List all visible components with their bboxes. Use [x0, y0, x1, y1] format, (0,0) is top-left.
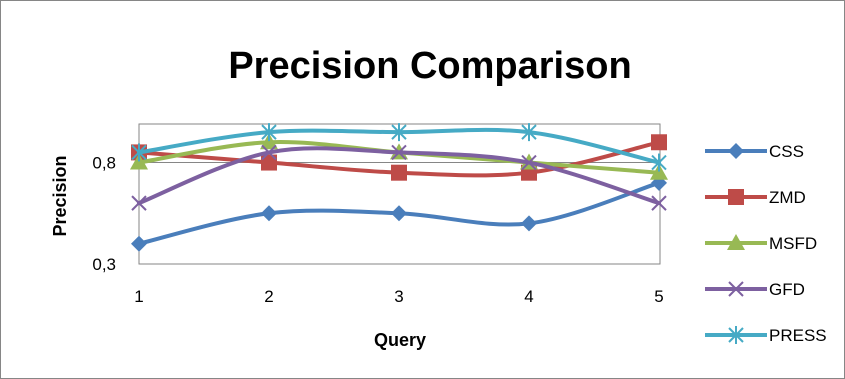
data-point-press [261, 123, 277, 142]
legend-label-css: CSS [769, 142, 804, 161]
x-tick-label: 5 [654, 287, 663, 306]
legend-label-press: PRESS [769, 326, 827, 345]
data-point-css [261, 205, 277, 222]
data-point-press [521, 123, 537, 142]
data-point-press [391, 123, 407, 142]
data-point-gfd [391, 144, 407, 161]
legend-label-msfd: MSFD [769, 234, 817, 253]
data-point-gfd [651, 195, 667, 211]
data-point-gfd-stroke [651, 195, 667, 211]
legend-marker-msfd [727, 234, 745, 250]
data-point-css [131, 235, 147, 252]
legend-item-gfd: GFD [705, 280, 805, 299]
axis-ticks: 0,3 0,8 1 2 3 4 5 [92, 154, 663, 306]
data-point-gfd [131, 195, 147, 211]
data-point-css [521, 215, 537, 232]
data-point-gfd [521, 154, 537, 171]
data-point-gfd-stroke [261, 144, 277, 161]
legend-marker-press [728, 326, 744, 344]
legend-item-zmd: ZMD [705, 188, 806, 207]
legend-marker-gfd [728, 281, 744, 297]
data-point-gfd-stroke [391, 144, 407, 161]
x-axis-title: Query [374, 330, 426, 350]
data-point-gfd [261, 144, 277, 161]
legend-label-gfd: GFD [769, 280, 805, 299]
data-point-gfd-stroke [521, 154, 537, 171]
y-axis-title: Precision [50, 155, 70, 236]
data-point-zmd [391, 164, 407, 181]
legend-label-zmd: ZMD [769, 188, 806, 207]
data-point-css [391, 205, 407, 222]
data-point-press [131, 143, 147, 162]
y-tick-label: 0,3 [92, 255, 116, 274]
x-tick-label: 1 [134, 287, 143, 306]
y-tick-label: 0,8 [92, 154, 116, 173]
data-point-press [651, 153, 667, 172]
chart-title: Precision Comparison [228, 45, 631, 87]
legend: CSS ZMD MSFD GFD PRESS [705, 142, 827, 345]
series-gfd [131, 144, 667, 211]
data-point-gfd-stroke [131, 195, 147, 211]
data-point-msfd [260, 133, 278, 150]
x-tick-label: 3 [394, 287, 403, 306]
x-tick-label: 4 [524, 287, 533, 306]
legend-item-css: CSS [705, 142, 804, 161]
data-point-msfd [130, 153, 148, 170]
legend-item-msfd: MSFD [705, 234, 817, 253]
series-press [131, 123, 667, 172]
data-point-msfd [650, 163, 668, 180]
x-tick-label: 2 [264, 287, 273, 306]
series-group [130, 123, 668, 252]
legend-marker-zmd [728, 189, 744, 205]
data-point-zmd [261, 154, 277, 171]
series-css [131, 174, 667, 252]
data-point-zmd [651, 134, 667, 151]
legend-marker-css [728, 143, 744, 159]
legend-item-press: PRESS [705, 326, 827, 345]
legend-marker-gfd-stroke [728, 281, 744, 297]
